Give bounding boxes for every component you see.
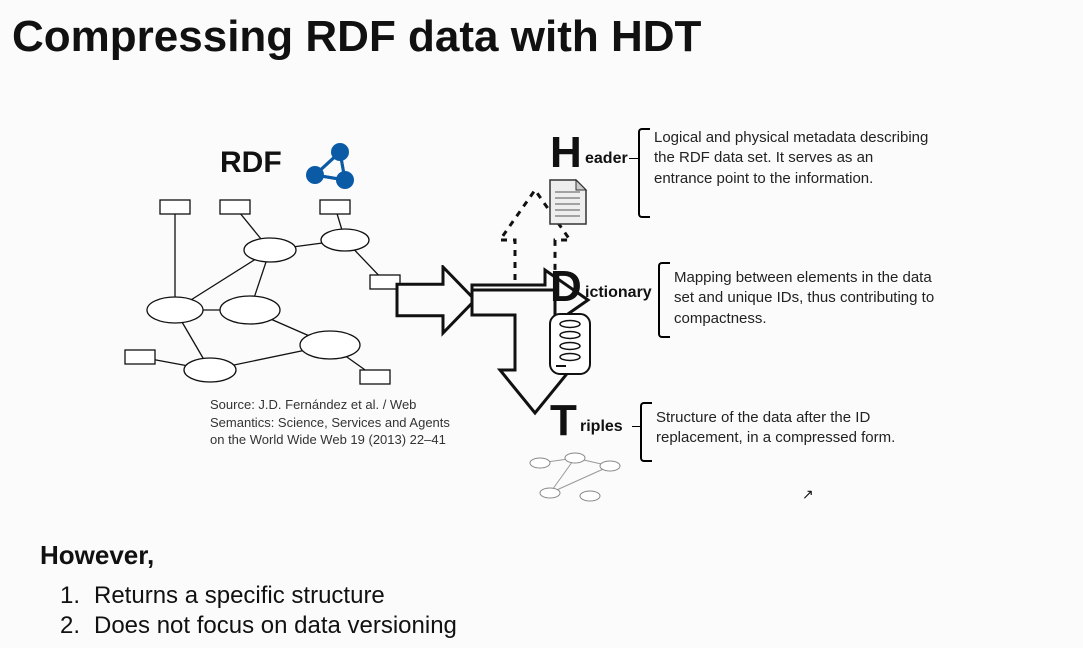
source-citation: Source: J.D. Fernández et al. / WebSeman… <box>210 396 450 449</box>
hdt-header-suffix: eader <box>585 150 628 168</box>
rdf-label: RDF <box>220 146 282 180</box>
hdt-header-letter: H <box>550 128 582 178</box>
hdt-dictionary-icon <box>548 312 592 376</box>
list-item: 2.Does not focus on data versioning <box>60 612 457 640</box>
hdt-dictionary-letter: D <box>550 262 582 312</box>
hdt-triples-desc: Structure of the data after the ID repla… <box>656 408 946 449</box>
hdt-triples-bracket <box>640 402 652 462</box>
however-label: However, <box>40 540 154 571</box>
hdt-triples-icon <box>520 448 634 512</box>
rdf-graph <box>120 195 420 415</box>
hdt-header-icon <box>548 178 590 228</box>
slide-title: Compressing RDF data with HDT <box>12 12 701 62</box>
hdt-triples-letter: T <box>550 396 577 446</box>
hdt-header-connector <box>629 158 638 159</box>
hdt-triples-connector <box>632 426 640 427</box>
list-item: 1.Returns a specific structure <box>60 582 457 610</box>
hdt-dictionary-suffix: ictionary <box>585 284 652 302</box>
hdt-dictionary-desc: Mapping between elements in the data set… <box>674 268 954 329</box>
hdt-header-bracket <box>638 128 650 218</box>
arrow-main <box>395 265 479 339</box>
hdt-dictionary-bracket <box>658 262 670 338</box>
hdt-header-desc: Logical and physical metadata describing… <box>654 128 934 189</box>
cursor-icon: ↖ <box>802 486 814 503</box>
rdf-icon <box>300 140 360 190</box>
limitations-list: 1.Returns a specific structure2.Does not… <box>60 580 457 642</box>
hdt-triples-suffix: riples <box>580 418 623 436</box>
